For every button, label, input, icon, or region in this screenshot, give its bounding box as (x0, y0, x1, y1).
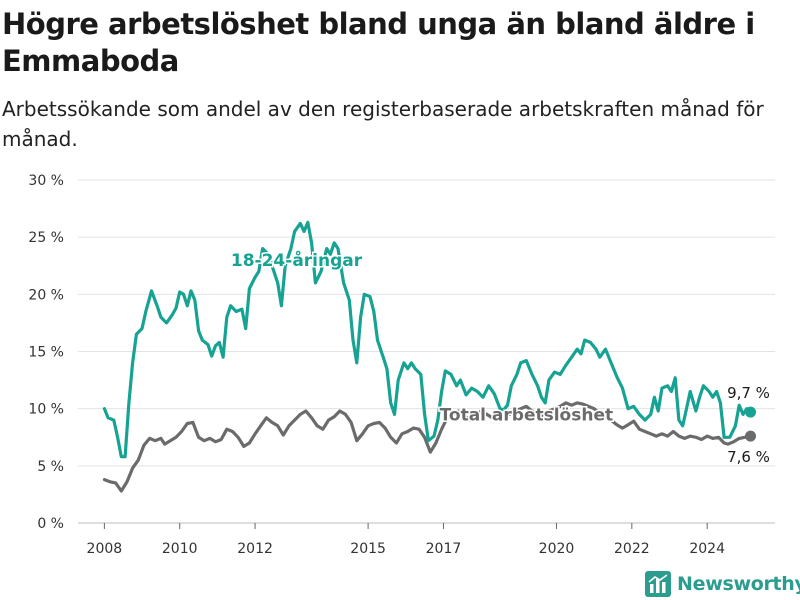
grid-lines (78, 179, 775, 524)
y-tick-label: 10 % (28, 402, 64, 418)
y-tick-label: 20 % (28, 287, 64, 303)
series-end-point (745, 430, 757, 442)
series-end-point (745, 406, 757, 418)
series-label-youth: 18-24-åringar (231, 249, 363, 271)
chart-title: Högre arbetslöshet bland unga än bland ä… (2, 7, 755, 78)
y-tick-label: 5 % (37, 459, 64, 475)
y-tick-label: 0 % (37, 516, 64, 532)
x-tick-label: 2008 (87, 541, 123, 557)
bar-chart-logo-icon (645, 571, 671, 597)
chart-subtitle: Arbetssökande som andel av den registerb… (2, 97, 764, 151)
x-tick-label: 2015 (350, 541, 386, 557)
series-lines (102, 220, 757, 493)
brand-logo: Newsworthy (645, 570, 800, 598)
end-value-label-youth: 9,7 % (727, 384, 770, 402)
y-axis-ticks: 0 % 5 % 10 % 15 % 20 % 25 % 30 % (28, 173, 64, 532)
end-value-label-total: 7,6 % (727, 448, 770, 466)
x-tick-label: 2020 (539, 541, 575, 557)
x-tick-label: 2012 (237, 541, 273, 557)
series-label-total: Total arbetslöshet (440, 405, 614, 425)
line-chart: 0 %5 %10 %15 %20 %25 %30 % 2008 2010 2012 2… (28, 173, 775, 557)
brand-name: Newsworthy (677, 573, 800, 595)
x-tick-label: 2022 (614, 541, 650, 557)
series-line-total (102, 401, 753, 493)
x-axis: 2008 2010 2012 2015 2017 2020 2022 2024 (87, 523, 725, 557)
series-labels: 18-24-åringar Total arbetslöshet 9,7 % 7,6 … (229, 248, 770, 467)
x-tick-label: 2024 (689, 541, 725, 557)
y-tick-label: 30 % (28, 173, 64, 189)
y-tick-label: 25 % (28, 230, 64, 246)
x-tick-label: 2010 (162, 541, 198, 557)
x-tick-label: 2017 (426, 541, 462, 557)
series-line-youth (102, 220, 753, 459)
y-tick-label: 15 % (28, 345, 64, 361)
